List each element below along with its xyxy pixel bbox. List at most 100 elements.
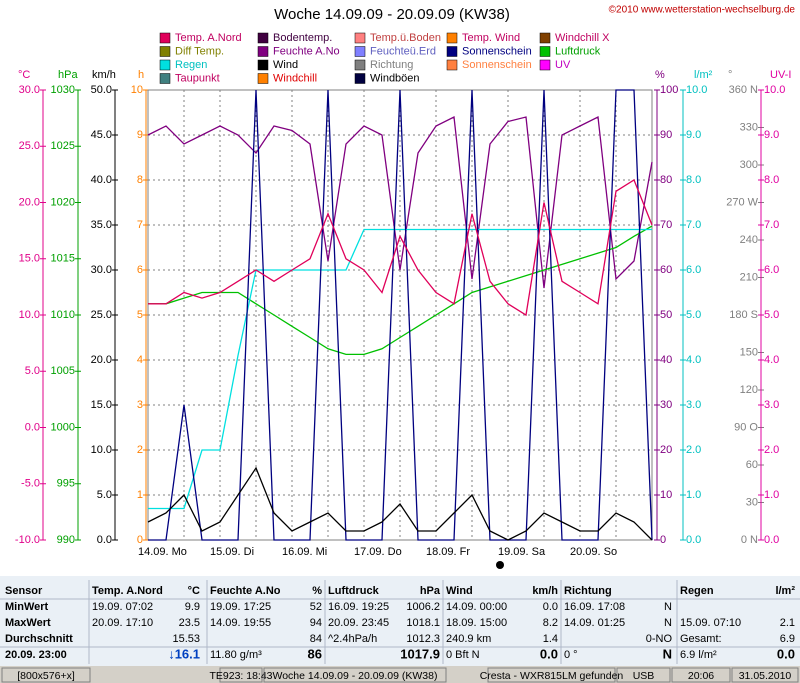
y-tick-label: 1025 — [51, 140, 75, 152]
y-tick-label: 30.0 — [91, 264, 112, 276]
legend-label: Taupunkt — [175, 72, 220, 84]
y-tick-label: 35.0 — [91, 219, 112, 231]
legend-label: Windchill — [273, 72, 317, 84]
y-tick-label: 1030 — [51, 84, 75, 96]
y-tick-label: 4.0 — [686, 354, 701, 366]
y-tick-label: 7.0 — [764, 219, 779, 231]
y-tick-label: 10.0 — [764, 84, 785, 96]
y-tick-label: 1015 — [51, 253, 75, 265]
y-tick-label: 2 — [137, 444, 143, 456]
y-tick-label: 240 — [740, 234, 758, 246]
y-tick-label: 30.0 — [19, 84, 40, 96]
y-tick-label: 15.0 — [91, 399, 112, 411]
y-tick-label: 1.0 — [764, 489, 779, 501]
y-tick-label: 90 O — [734, 421, 758, 433]
table-header: Regen — [680, 585, 714, 597]
table-header: Wind — [446, 585, 473, 597]
table-cell: 0-NO — [646, 633, 673, 645]
legend-label: Temp. A.Nord — [175, 32, 242, 44]
axis-unit: hPa — [58, 69, 78, 81]
legend-swatch — [446, 32, 458, 44]
table-cell: Gesamt: — [680, 633, 722, 645]
table-cell: 8.2 — [543, 617, 558, 629]
y-tick-label: 1010 — [51, 309, 75, 321]
table-cell: 11.80 g/m³ — [210, 649, 262, 661]
table-cell: 15.09. 07:10 — [680, 617, 741, 629]
status-text: USB — [633, 670, 655, 682]
y-tick-label: 210 — [740, 271, 758, 283]
y-tick-label: 10.0 — [19, 309, 40, 321]
y-tick-label: 8.0 — [764, 174, 779, 186]
legend-label: Feuchteü.Erd — [370, 45, 436, 57]
table-cell: 0.0 — [777, 646, 795, 661]
y-tick-label: 4.0 — [764, 354, 779, 366]
axis-unit: h — [138, 69, 144, 81]
table-cell: 14.09. 01:25 — [564, 617, 625, 629]
legend-swatch — [159, 59, 171, 71]
y-tick-label: 0 — [660, 534, 666, 546]
y-tick-label: 360 N — [729, 84, 758, 96]
legend-swatch — [159, 46, 171, 57]
legend-swatch — [539, 59, 551, 71]
y-tick-label: 9.0 — [686, 129, 701, 141]
legend-swatch — [539, 46, 551, 57]
y-tick-label: 3 — [137, 399, 143, 411]
table-cell: Durchschnitt — [5, 633, 73, 645]
table-cell: 18.09. 15:00 — [446, 617, 507, 629]
y-tick-label: 1005 — [51, 365, 75, 377]
series-line — [147, 466, 653, 541]
x-tick-label: 18.09. Fr — [426, 546, 470, 558]
table-header: % — [312, 585, 322, 597]
y-tick-label: 5.0 — [686, 309, 701, 321]
legend-swatch — [159, 32, 171, 44]
table-cell: 19.09. 17:25 — [210, 601, 271, 613]
y-tick-label: 5.0 — [25, 365, 40, 377]
y-tick-label: 2.0 — [764, 444, 779, 456]
y-tick-label: 40 — [660, 354, 672, 366]
legend-label: Sonnenschein — [462, 59, 532, 71]
status-text: 31.05.2010 — [739, 670, 792, 682]
table-cell: 9.9 — [185, 601, 200, 613]
table-cell: 240.9 km — [446, 633, 491, 645]
y-tick-label: 4 — [137, 354, 143, 366]
table-cell: 19.09. 07:02 — [92, 601, 153, 613]
axis-unit: l/m² — [694, 69, 713, 81]
y-tick-label: 0.0 — [764, 534, 779, 546]
y-tick-label: 330 — [740, 121, 758, 133]
table-cell: 0.0 — [543, 601, 558, 613]
axis-unit: km/h — [92, 69, 116, 81]
table-cell: 1012.3 — [406, 633, 440, 645]
table-cell: 1017.9 — [400, 646, 440, 661]
y-tick-label: 15.0 — [19, 253, 40, 265]
table-cell: 0.0 — [540, 646, 558, 661]
y-tick-label: 100 — [660, 84, 678, 96]
legend-swatch — [159, 73, 171, 84]
y-tick-label: 50 — [660, 309, 672, 321]
table-cell: MinWert — [5, 601, 49, 613]
y-tick-label: 30 — [746, 496, 758, 508]
y-tick-label: 3.0 — [686, 399, 701, 411]
table-cell: 16.09. 19:25 — [328, 601, 389, 613]
axis-unit: % — [655, 69, 665, 81]
y-tick-label: 8 — [137, 174, 143, 186]
y-tick-label: 10 — [131, 84, 143, 96]
legend-swatch — [257, 73, 269, 84]
x-tick-label: 20.09. So — [570, 546, 617, 558]
y-tick-label: 1000 — [51, 421, 75, 433]
y-tick-label: 1.0 — [686, 489, 701, 501]
y-tick-label: 30 — [660, 399, 672, 411]
y-tick-label: 3.0 — [764, 399, 779, 411]
legend-label: UV — [555, 59, 571, 71]
table-header: Temp. A.Nord — [92, 585, 163, 597]
status-panel — [219, 667, 263, 683]
copyright: ©2010 www.wetterstation-wechselburg.de — [609, 5, 796, 16]
y-tick-label: 5.0 — [764, 309, 779, 321]
table-cell: 2.1 — [780, 617, 795, 629]
axis-unit: °C — [18, 69, 30, 81]
y-tick-label: 7.0 — [686, 219, 701, 231]
legend-swatch — [354, 73, 366, 84]
legend-swatch — [257, 32, 269, 44]
table-background — [0, 576, 800, 666]
legend-label: Windböen — [370, 72, 420, 84]
